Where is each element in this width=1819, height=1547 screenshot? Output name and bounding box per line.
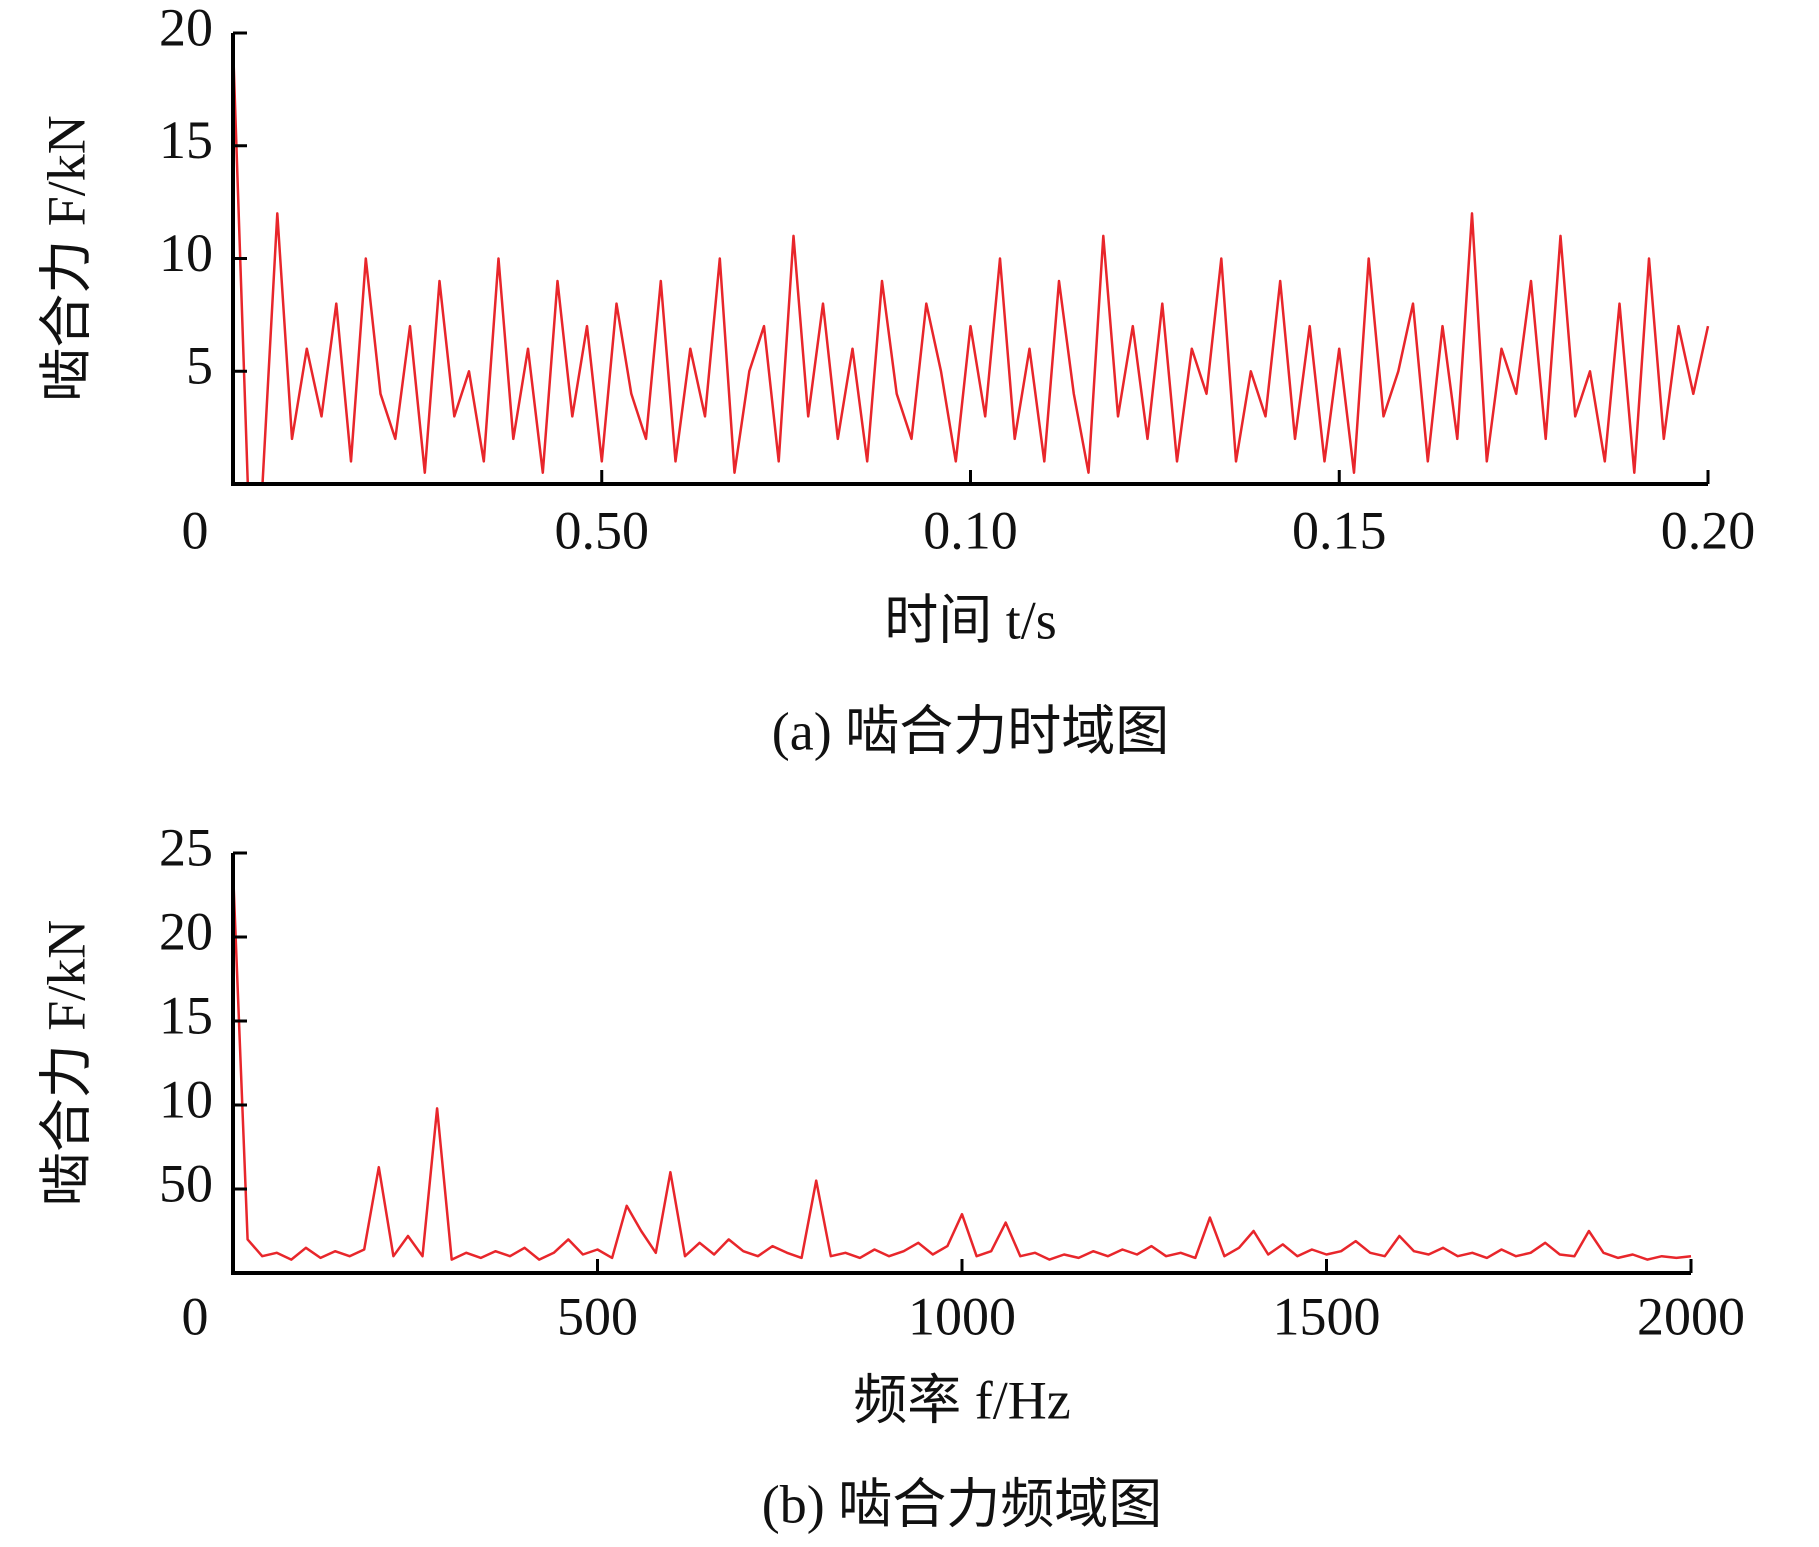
- x-tick-label: 0: [182, 500, 209, 560]
- caption: (b) 啮合力频域图: [762, 1474, 1162, 1534]
- y-axis-title: 啮合力 F/kN: [36, 920, 96, 1207]
- x-axis-title: 频率 f/Hz: [853, 1370, 1070, 1430]
- x-tick-label: 2000: [1637, 1286, 1745, 1346]
- caption: (a) 啮合力时域图: [772, 701, 1169, 761]
- x-tick-label: 0.50: [555, 500, 650, 560]
- y-tick-label: 50: [159, 1153, 213, 1213]
- data-line: [231, 44, 1710, 486]
- y-tick-label: 10: [159, 1069, 213, 1129]
- y-tick-label: 15: [159, 985, 213, 1045]
- y-tick-label: 5: [186, 336, 213, 396]
- x-tick-label: 1000: [908, 1286, 1016, 1346]
- x-tick-label: 0: [182, 1286, 209, 1346]
- y-tick-label: 20: [159, 901, 213, 961]
- data-line: [231, 869, 1692, 1261]
- x-axis-title: 时间 t/s: [884, 590, 1057, 650]
- y-tick-label: 15: [159, 110, 213, 170]
- y-axis-title: 啮合力 F/kN: [36, 115, 96, 402]
- x-tick-label: 0.10: [923, 500, 1018, 560]
- x-tick-label: 500: [557, 1286, 638, 1346]
- axes: [231, 853, 1691, 1275]
- y-tick-label: 20: [159, 0, 213, 57]
- y-tick-label: 25: [159, 817, 213, 877]
- x-tick-label: 0.15: [1292, 500, 1387, 560]
- x-tick-label: 0.20: [1661, 500, 1756, 560]
- y-tick-label: 10: [159, 223, 213, 283]
- x-tick-label: 1500: [1273, 1286, 1381, 1346]
